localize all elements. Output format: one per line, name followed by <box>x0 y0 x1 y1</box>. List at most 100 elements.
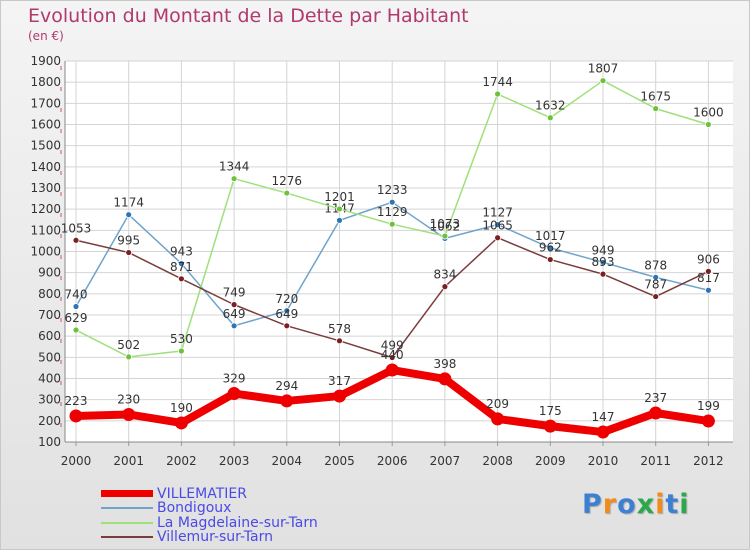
legend-label-la-magdelaine-sur-tarn: La Magdelaine-sur-Tarn <box>157 514 318 531</box>
data-label-bondigoux: 1017 <box>535 229 566 243</box>
y-tick-label: 1700 <box>30 96 61 110</box>
data-point-villemur-sur-tarn <box>652 293 660 300</box>
logo-letter: i <box>679 489 690 520</box>
data-label-villematier: 237 <box>644 391 667 405</box>
logo-letter: t <box>665 489 680 520</box>
data-label-villematier: 209 <box>486 397 509 411</box>
y-tick-label: 300 <box>38 393 61 407</box>
data-label-villemur-sur-tarn: 578 <box>328 322 351 336</box>
data-point-villematier <box>649 406 663 420</box>
data-label-villematier: 440 <box>381 348 404 362</box>
data-point-villematier <box>122 407 136 421</box>
chart-subtitle: (en €) <box>28 29 64 43</box>
data-label-villemur-sur-tarn: 834 <box>433 268 456 282</box>
data-point-villematier <box>69 409 83 423</box>
data-point-villematier <box>596 425 610 439</box>
data-label-villematier: 230 <box>117 392 140 406</box>
data-label-la-magdelaine-sur-tarn: 1807 <box>588 62 619 76</box>
data-point-villemur-sur-tarn <box>230 301 238 309</box>
data-label-la-magdelaine-sur-tarn: 1073 <box>430 217 461 231</box>
x-tick-label: 2008 <box>482 454 513 468</box>
data-point-villemur-sur-tarn <box>441 283 449 291</box>
x-tick-label: 2006 <box>377 454 408 468</box>
data-label-la-magdelaine-sur-tarn: 1344 <box>219 160 250 174</box>
y-tick-label: 1200 <box>30 202 61 216</box>
data-label-bondigoux: 1127 <box>482 206 513 220</box>
y-tick-label: 900 <box>38 266 61 280</box>
y-tick-label: 700 <box>38 308 61 322</box>
data-label-villemur-sur-tarn: 749 <box>223 286 246 300</box>
data-label-villematier: 317 <box>328 374 351 388</box>
x-tick-label: 2011 <box>640 454 671 468</box>
x-tick-label: 2004 <box>272 454 303 468</box>
y-tick-label: 400 <box>38 372 61 386</box>
x-tick-label: 2007 <box>430 454 461 468</box>
data-point-la-magdelaine-sur-tarn <box>230 175 238 183</box>
y-tick-label: 1900 <box>30 54 61 68</box>
data-label-bondigoux: 943 <box>170 245 193 259</box>
y-tick-label: 100 <box>38 435 61 449</box>
y-tick-label: 1300 <box>30 181 61 195</box>
data-point-villemur-sur-tarn <box>388 354 396 361</box>
x-tick-label: 2000 <box>61 454 92 468</box>
x-tick-label: 2003 <box>219 454 250 468</box>
data-label-villematier: 199 <box>697 399 720 413</box>
data-point-la-magdelaine-sur-tarn <box>494 90 502 98</box>
data-point-la-magdelaine-sur-tarn <box>388 220 396 228</box>
data-label-villemur-sur-tarn: 962 <box>539 241 562 255</box>
y-tick-label: 200 <box>38 414 61 428</box>
data-label-villemur-sur-tarn: 1065 <box>482 219 513 233</box>
data-label-bondigoux: 1233 <box>377 183 408 197</box>
y-tick-label: 600 <box>38 329 61 343</box>
data-point-la-magdelaine-sur-tarn <box>546 114 554 122</box>
data-label-villemur-sur-tarn: 1053 <box>61 221 92 235</box>
data-point-villemur-sur-tarn <box>177 275 185 283</box>
legend-label-villemur-sur-tarn: Villemur-sur-Tarn <box>157 529 273 545</box>
data-label-villemur-sur-tarn: 499 <box>381 339 404 353</box>
data-point-villemur-sur-tarn <box>283 322 291 330</box>
data-label-bondigoux: 1174 <box>113 196 144 210</box>
data-point-villemur-sur-tarn <box>599 270 607 278</box>
data-point-villemur-sur-tarn <box>336 337 343 345</box>
data-label-la-magdelaine-sur-tarn: 502 <box>117 338 140 352</box>
data-label-la-magdelaine-sur-tarn: 530 <box>170 332 193 346</box>
data-point-bondigoux <box>230 322 238 330</box>
data-label-villematier: 398 <box>433 357 456 371</box>
y-tick-label: 1000 <box>30 245 61 259</box>
data-point-bondigoux <box>494 221 502 229</box>
data-label-la-magdelaine-sur-tarn: 1632 <box>535 99 566 113</box>
data-label-villematier: 147 <box>592 410 615 424</box>
y-tick-label: 1600 <box>30 118 61 132</box>
y-tick-label: 1400 <box>30 160 61 174</box>
data-label-la-magdelaine-sur-tarn: 1675 <box>640 90 671 104</box>
x-tick-label: 2005 <box>324 454 355 468</box>
data-point-bondigoux <box>177 260 185 267</box>
data-point-villematier <box>174 416 188 430</box>
data-point-villematier <box>491 412 505 426</box>
data-label-villemur-sur-tarn: 871 <box>170 260 193 274</box>
legend-swatch-bondigoux <box>101 507 153 509</box>
data-point-la-magdelaine-sur-tarn <box>599 77 607 85</box>
data-point-bondigoux <box>652 273 660 281</box>
data-label-bondigoux: 649 <box>223 307 246 321</box>
data-point-la-magdelaine-sur-tarn <box>177 347 185 355</box>
data-point-la-magdelaine-sur-tarn <box>283 189 291 197</box>
data-point-la-magdelaine-sur-tarn <box>705 121 712 128</box>
data-label-bondigoux: 949 <box>592 243 615 257</box>
data-label-bondigoux: 1062 <box>430 219 461 233</box>
data-point-la-magdelaine-sur-tarn <box>652 105 660 113</box>
legend-item-bondigoux: Bondigoux <box>101 500 231 516</box>
data-point-bondigoux <box>336 216 343 224</box>
legend-item-villemur-sur-tarn: Villemur-sur-Tarn <box>101 529 273 545</box>
x-tick-label: 2012 <box>693 454 724 468</box>
logo-letter: P <box>582 489 603 520</box>
logo-letter: x <box>636 489 656 520</box>
legend-swatch-villematier <box>101 490 153 497</box>
data-label-villemur-sur-tarn: 787 <box>644 278 667 292</box>
x-tick-label: 2001 <box>113 454 144 468</box>
legend-swatch-villemur-sur-tarn <box>101 536 153 538</box>
data-point-villemur-sur-tarn <box>125 249 133 256</box>
legend-swatch-la-magdelaine-sur-tarn <box>101 521 153 524</box>
data-point-villematier <box>701 414 715 428</box>
